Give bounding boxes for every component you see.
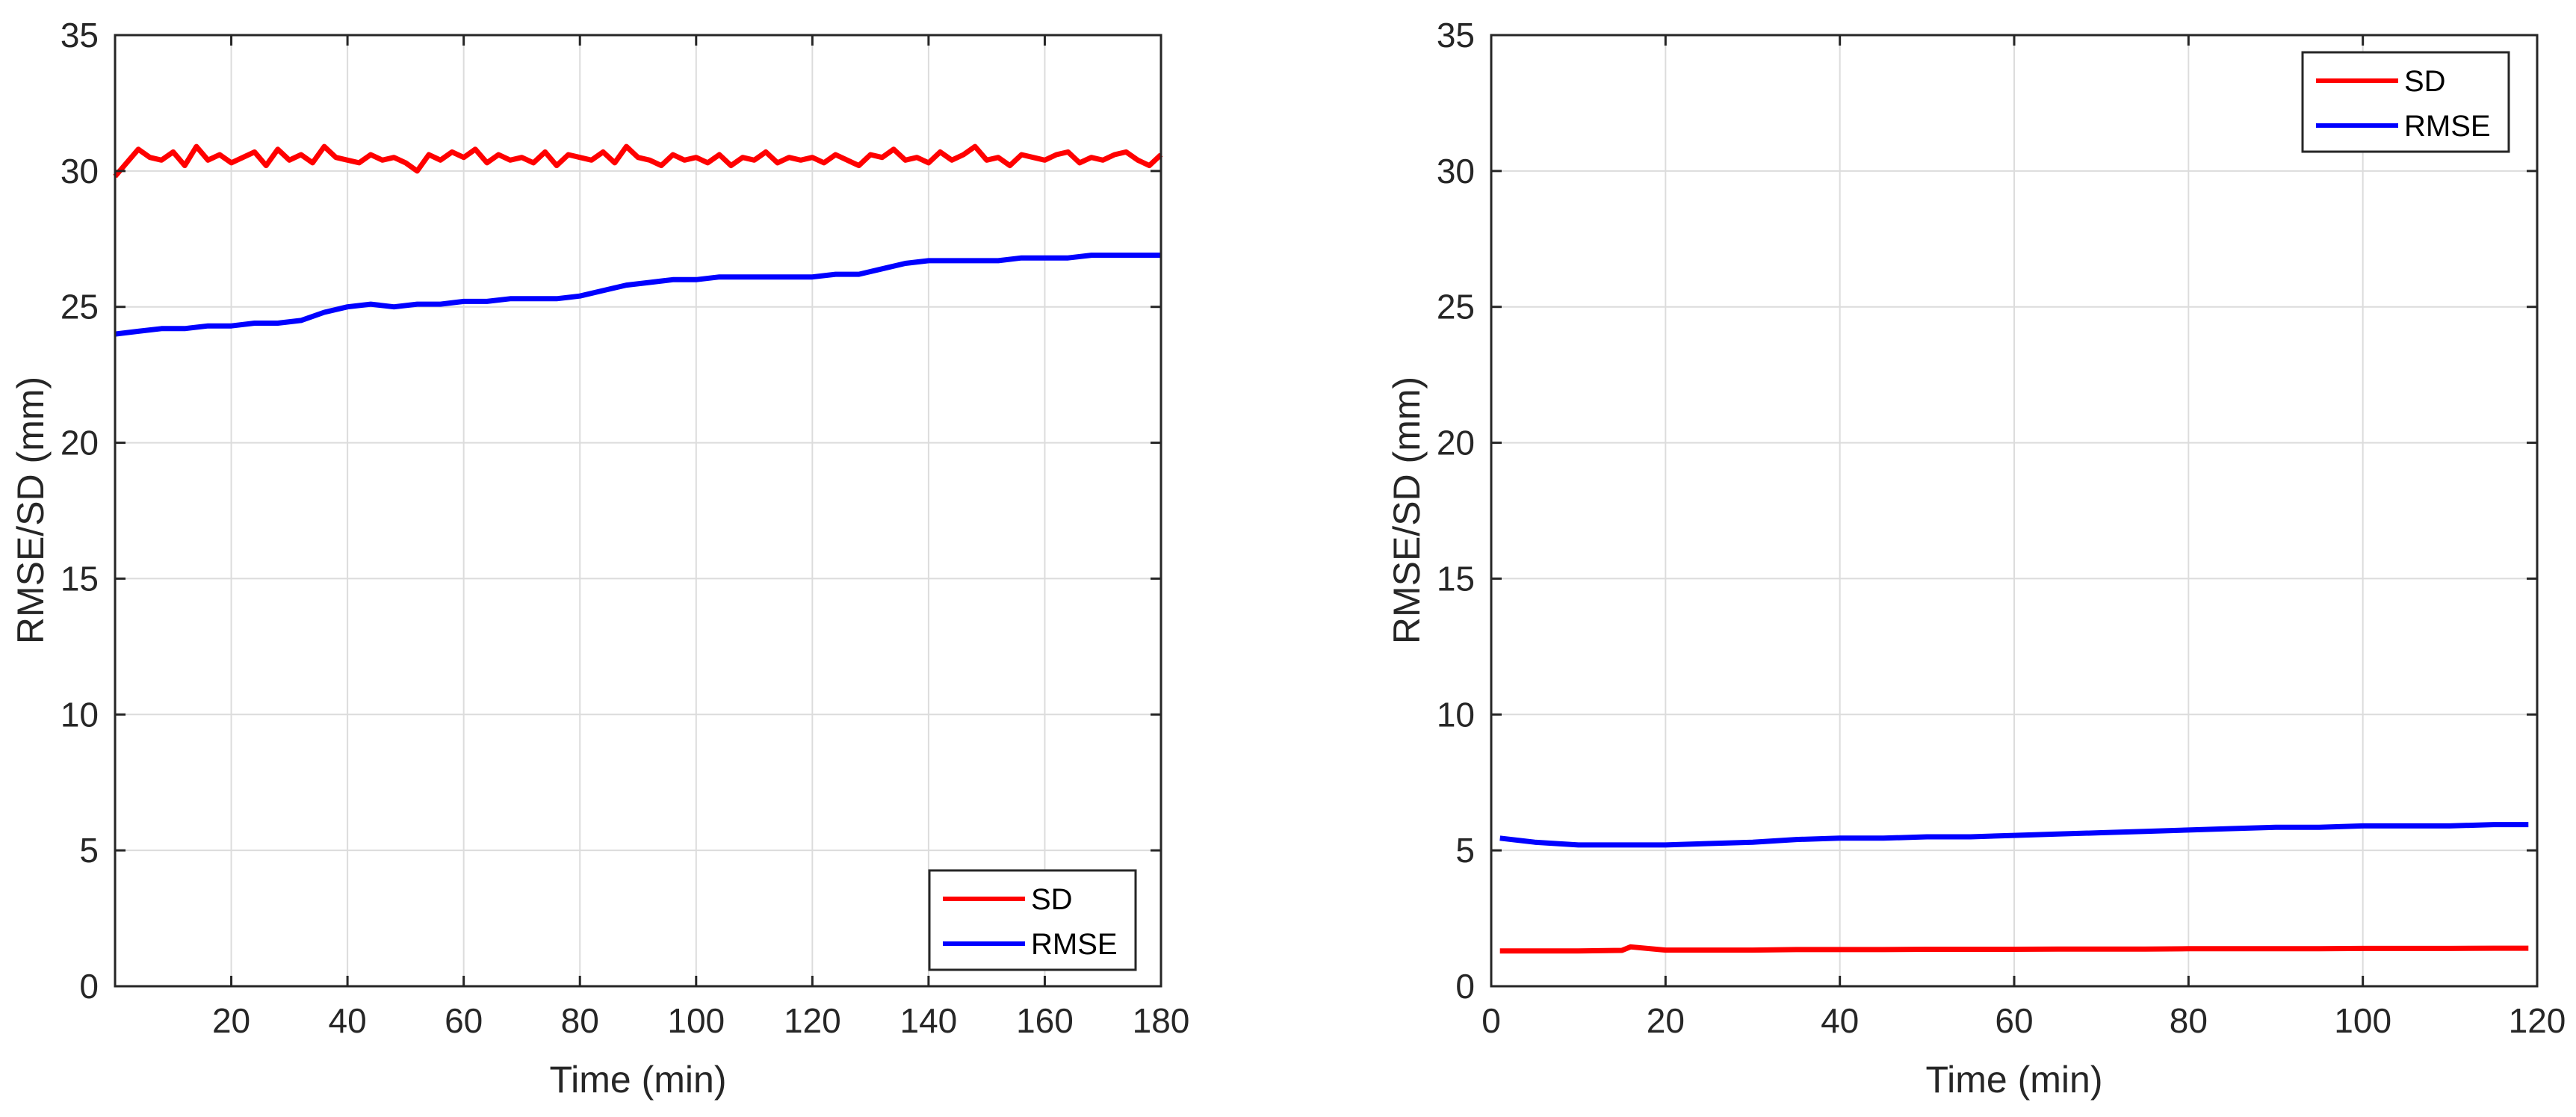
x-tick-label: 140 bbox=[900, 1001, 958, 1040]
y-tick-label: 20 bbox=[61, 424, 99, 462]
axes-box bbox=[114, 34, 1162, 988]
y-tick-label: 30 bbox=[61, 152, 99, 191]
x-tick-label: 120 bbox=[2509, 1001, 2566, 1040]
plot-area bbox=[115, 35, 1161, 986]
x-tick-label: 40 bbox=[329, 1001, 367, 1040]
x-tick-label: 20 bbox=[212, 1001, 250, 1040]
y-axis-label: RMSE/SD (mm) bbox=[10, 377, 52, 644]
x-tick-label: 80 bbox=[2170, 1001, 2208, 1040]
x-axis-label: Time (min) bbox=[1925, 1059, 2102, 1101]
y-tick-label: 35 bbox=[1437, 16, 1475, 55]
x-axis-label: Time (min) bbox=[549, 1059, 726, 1101]
legend-label-rmse: RMSE bbox=[2404, 110, 2491, 143]
x-tick-label: 20 bbox=[1647, 1001, 1685, 1040]
legend-label-sd: SD bbox=[2404, 65, 2446, 98]
ticks bbox=[115, 34, 1162, 988]
y-tick-label: 20 bbox=[1437, 424, 1475, 462]
chart-left: 20 40 60 80 100 120 140 160 180 0 5 10 15 20 25 30 35 Ti… bbox=[10, 16, 1189, 1101]
ticks bbox=[1490, 34, 2539, 988]
legend-label-rmse: RMSE bbox=[1031, 928, 1118, 961]
y-tick-label: 25 bbox=[1437, 288, 1475, 327]
y-tick-label: 10 bbox=[1437, 695, 1475, 734]
x-tick-label: 120 bbox=[784, 1001, 841, 1040]
y-tick-label: 15 bbox=[1437, 559, 1475, 598]
legend-box bbox=[928, 869, 1137, 971]
series-line-sd bbox=[1499, 944, 2529, 954]
y-tick-label: 15 bbox=[61, 559, 99, 598]
series-group bbox=[1499, 822, 2529, 954]
x-tick-label: 60 bbox=[1995, 1001, 2033, 1040]
x-tick-label: 0 bbox=[1481, 1001, 1501, 1040]
y-tick-label: 10 bbox=[61, 695, 99, 734]
tick-labels: 0 20 40 60 80 100 120 0 5 10 15 20 25 30 35 bbox=[1437, 16, 2566, 1040]
tick-labels: 20 40 60 80 100 120 140 160 180 0 5 10 15 20 25 30 35 bbox=[61, 16, 1190, 1040]
x-tick-label: 40 bbox=[1821, 1001, 1859, 1040]
y-tick-label: 25 bbox=[61, 288, 99, 327]
x-tick-label: 80 bbox=[561, 1001, 599, 1040]
y-tick-label: 0 bbox=[1455, 967, 1475, 1006]
legend: SD RMSE bbox=[928, 869, 1137, 971]
series-group bbox=[113, 143, 1163, 337]
x-tick-label: 100 bbox=[667, 1001, 725, 1040]
x-tick-label: 180 bbox=[1133, 1001, 1190, 1040]
y-tick-label: 5 bbox=[79, 831, 99, 870]
chart-right: 0 20 40 60 80 100 120 0 5 10 15 20 25 30 35 Time (min)… bbox=[1386, 16, 2566, 1101]
y-tick-label: 35 bbox=[61, 16, 99, 55]
series-line-sd bbox=[113, 143, 1163, 179]
series-line-rmse bbox=[114, 253, 1161, 337]
y-tick-label: 30 bbox=[1437, 152, 1475, 191]
legend-label-sd: SD bbox=[1031, 883, 1073, 916]
y-axis-label: RMSE/SD (mm) bbox=[1386, 377, 1428, 644]
y-tick-label: 0 bbox=[79, 967, 99, 1006]
x-tick-label: 60 bbox=[445, 1001, 483, 1040]
x-tick-label: 100 bbox=[2334, 1001, 2391, 1040]
series-line-rmse bbox=[1499, 822, 2529, 848]
x-tick-label: 160 bbox=[1016, 1001, 1074, 1040]
legend: SD RMSE bbox=[2301, 51, 2510, 153]
y-tick-label: 5 bbox=[1455, 831, 1475, 870]
legend-box bbox=[2301, 51, 2510, 153]
